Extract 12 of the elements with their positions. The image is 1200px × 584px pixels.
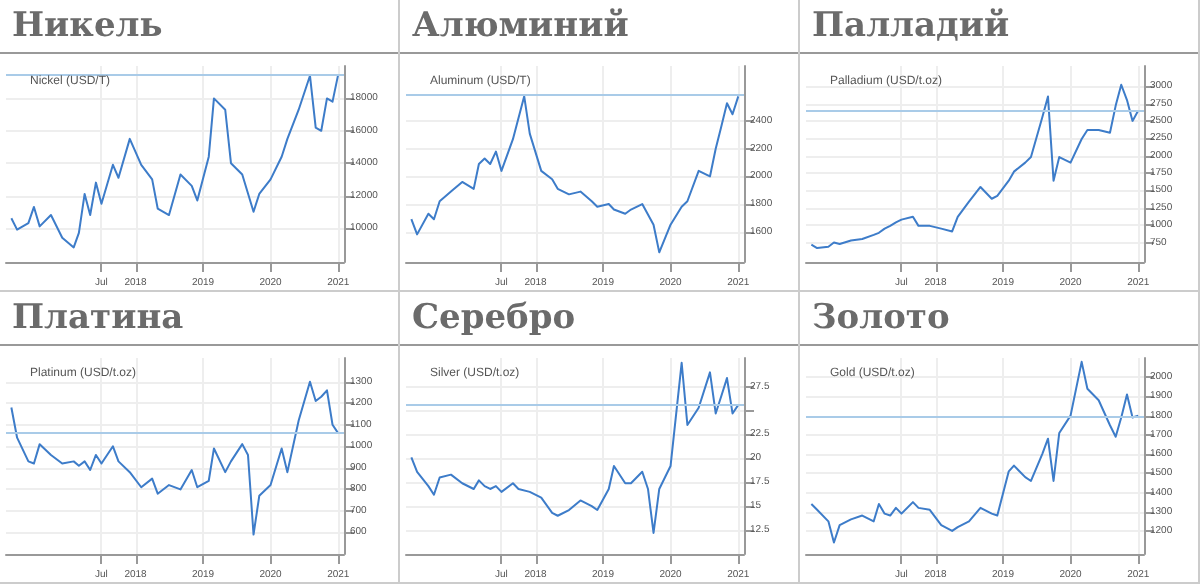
line-series (410, 95, 740, 254)
line-series (810, 360, 1140, 544)
chart-title: Алюминий (400, 0, 798, 54)
line-series (10, 380, 340, 536)
chart-title: Золото (800, 292, 1198, 346)
line-series (10, 73, 340, 249)
line-series (810, 83, 1140, 250)
chart-title: Никель (0, 0, 398, 54)
line-series (410, 361, 740, 534)
chart-title: Палладий (800, 0, 1198, 54)
chart-title: Серебро (400, 292, 798, 346)
chart-title: Платина (0, 292, 398, 346)
